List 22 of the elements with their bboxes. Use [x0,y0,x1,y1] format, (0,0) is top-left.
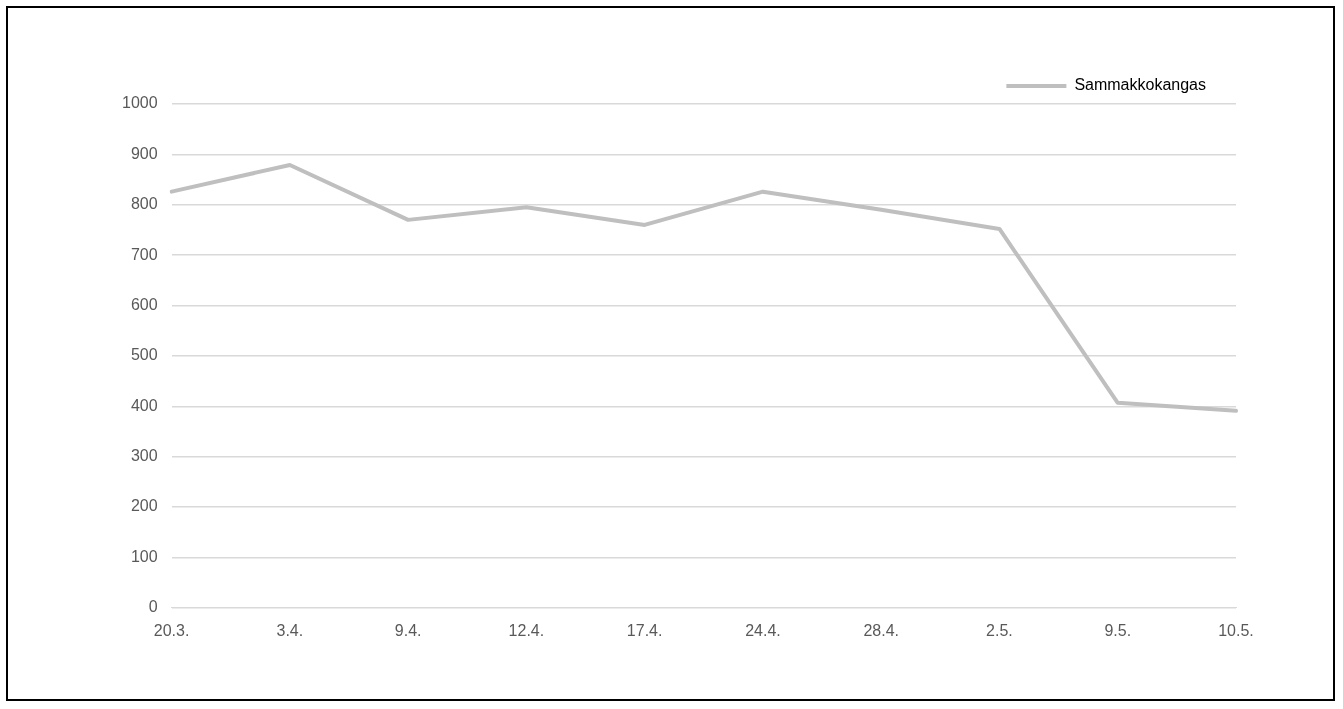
x-tick-label: 10.5. [1218,621,1254,639]
y-tick-label: 600 [130,295,158,313]
x-tick-label: 20.3. [153,621,190,639]
y-tick-label: 500 [130,346,158,364]
x-tick-label: 28.4. [863,621,899,639]
y-tick-label: 400 [130,396,158,414]
y-tick-label: 900 [130,144,158,162]
x-tick-label: 3.4. [276,621,304,639]
y-tick-label: 800 [130,195,158,213]
y-tick-label: 200 [130,497,158,515]
x-tick-label: 9.5. [1104,621,1132,639]
y-tick-label: 700 [130,245,158,263]
x-tick-label: 2.5. [986,621,1013,639]
y-tick-label: 0 [148,598,158,616]
y-tick-label: 300 [130,447,158,465]
x-tick-label: 9.4. [394,621,422,639]
x-tick-label: 17.4. [626,621,663,639]
y-tick-label: 100 [130,547,158,565]
x-tick-label: 12.4. [508,621,545,639]
y-tick-label: 1000 [122,94,158,112]
x-tick-label: 24.4. [745,621,781,639]
legend-label: Sammakkokangas [1074,76,1207,94]
